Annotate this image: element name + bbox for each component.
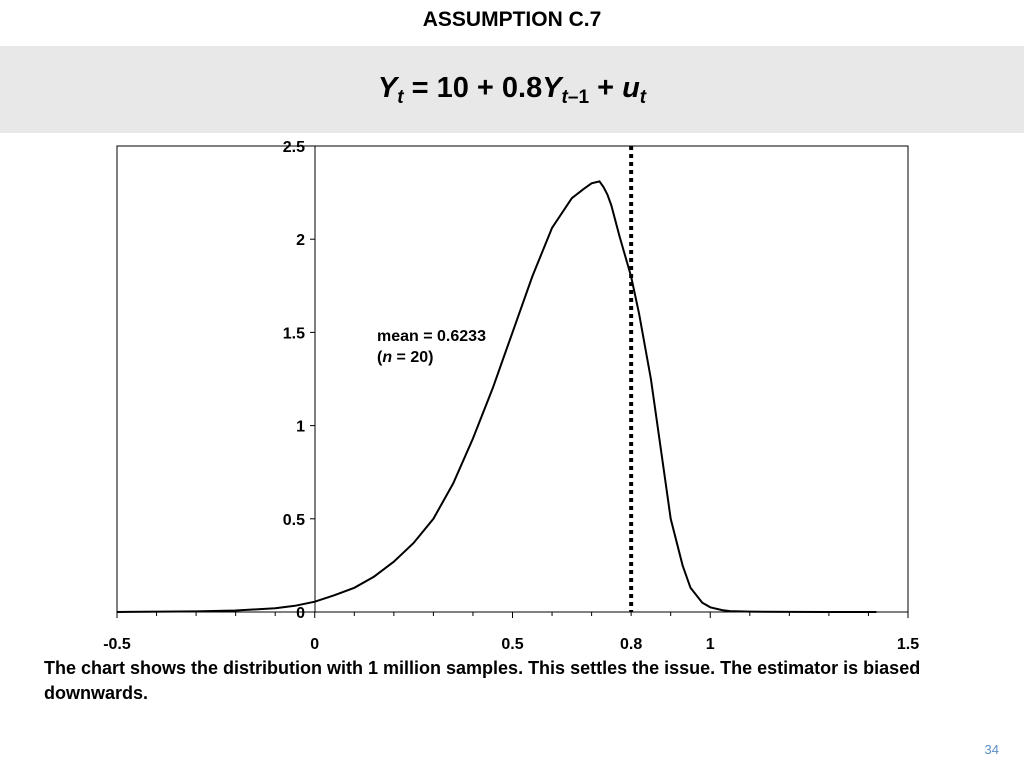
equation-y-lag: Y	[542, 72, 562, 104]
equation-u: u	[622, 72, 640, 104]
x-tick-label: 1.5	[897, 636, 919, 653]
equation-u-subscript: t	[639, 87, 647, 108]
slide-title: ASSUMPTION C.7	[422, 8, 602, 31]
x-tick-label: 0.5	[501, 636, 523, 653]
mean-annotation: mean = 0.6233 (n = 20)	[377, 326, 486, 368]
equation-constant: = 10 + 0.8	[403, 72, 543, 104]
x-axis: -0.5 0 0.5 0.8 1 1.5	[103, 611, 919, 653]
equation-band	[0, 46, 1024, 133]
y-axis: 0 0.5 1 1.5 2 2.5	[283, 139, 316, 622]
plot-frame	[116, 145, 909, 613]
y-tick-label: 1.5	[283, 325, 305, 342]
mean-label: mean = 0.6233	[377, 328, 486, 345]
equation-y-lag-subscript-t: t	[561, 87, 568, 108]
caption-text: The chart shows the distribution with 1 …	[44, 658, 921, 703]
equation-y: Y	[377, 72, 398, 104]
density-curve	[116, 180, 877, 613]
equation-y-lag-subscript-offset: –1	[567, 87, 590, 108]
x-tick-label: 0.8	[620, 636, 642, 653]
x-tick-label: 0	[310, 636, 319, 653]
page-number: 34	[984, 742, 999, 757]
y-tick-label: 2.5	[283, 139, 305, 156]
y-tick-label: 2	[296, 232, 305, 249]
sample-size-value: = 20)	[392, 349, 434, 366]
y-tick-label: 1	[296, 419, 305, 436]
sample-size-paren: (	[377, 349, 383, 366]
equation-plus: +	[589, 72, 623, 104]
equation: Yt = 10 + 0.8Yt–1 + ut	[0, 72, 1024, 108]
sample-size-label: (n = 20)	[377, 347, 486, 368]
y-tick-label: 0	[296, 605, 305, 622]
x-tick-label: -0.5	[103, 636, 131, 653]
x-tick-label: 1	[706, 636, 715, 653]
y-tick-label: 0.5	[283, 512, 305, 529]
sample-size-n: n	[382, 349, 393, 366]
equation-y-subscript: t	[397, 87, 404, 108]
